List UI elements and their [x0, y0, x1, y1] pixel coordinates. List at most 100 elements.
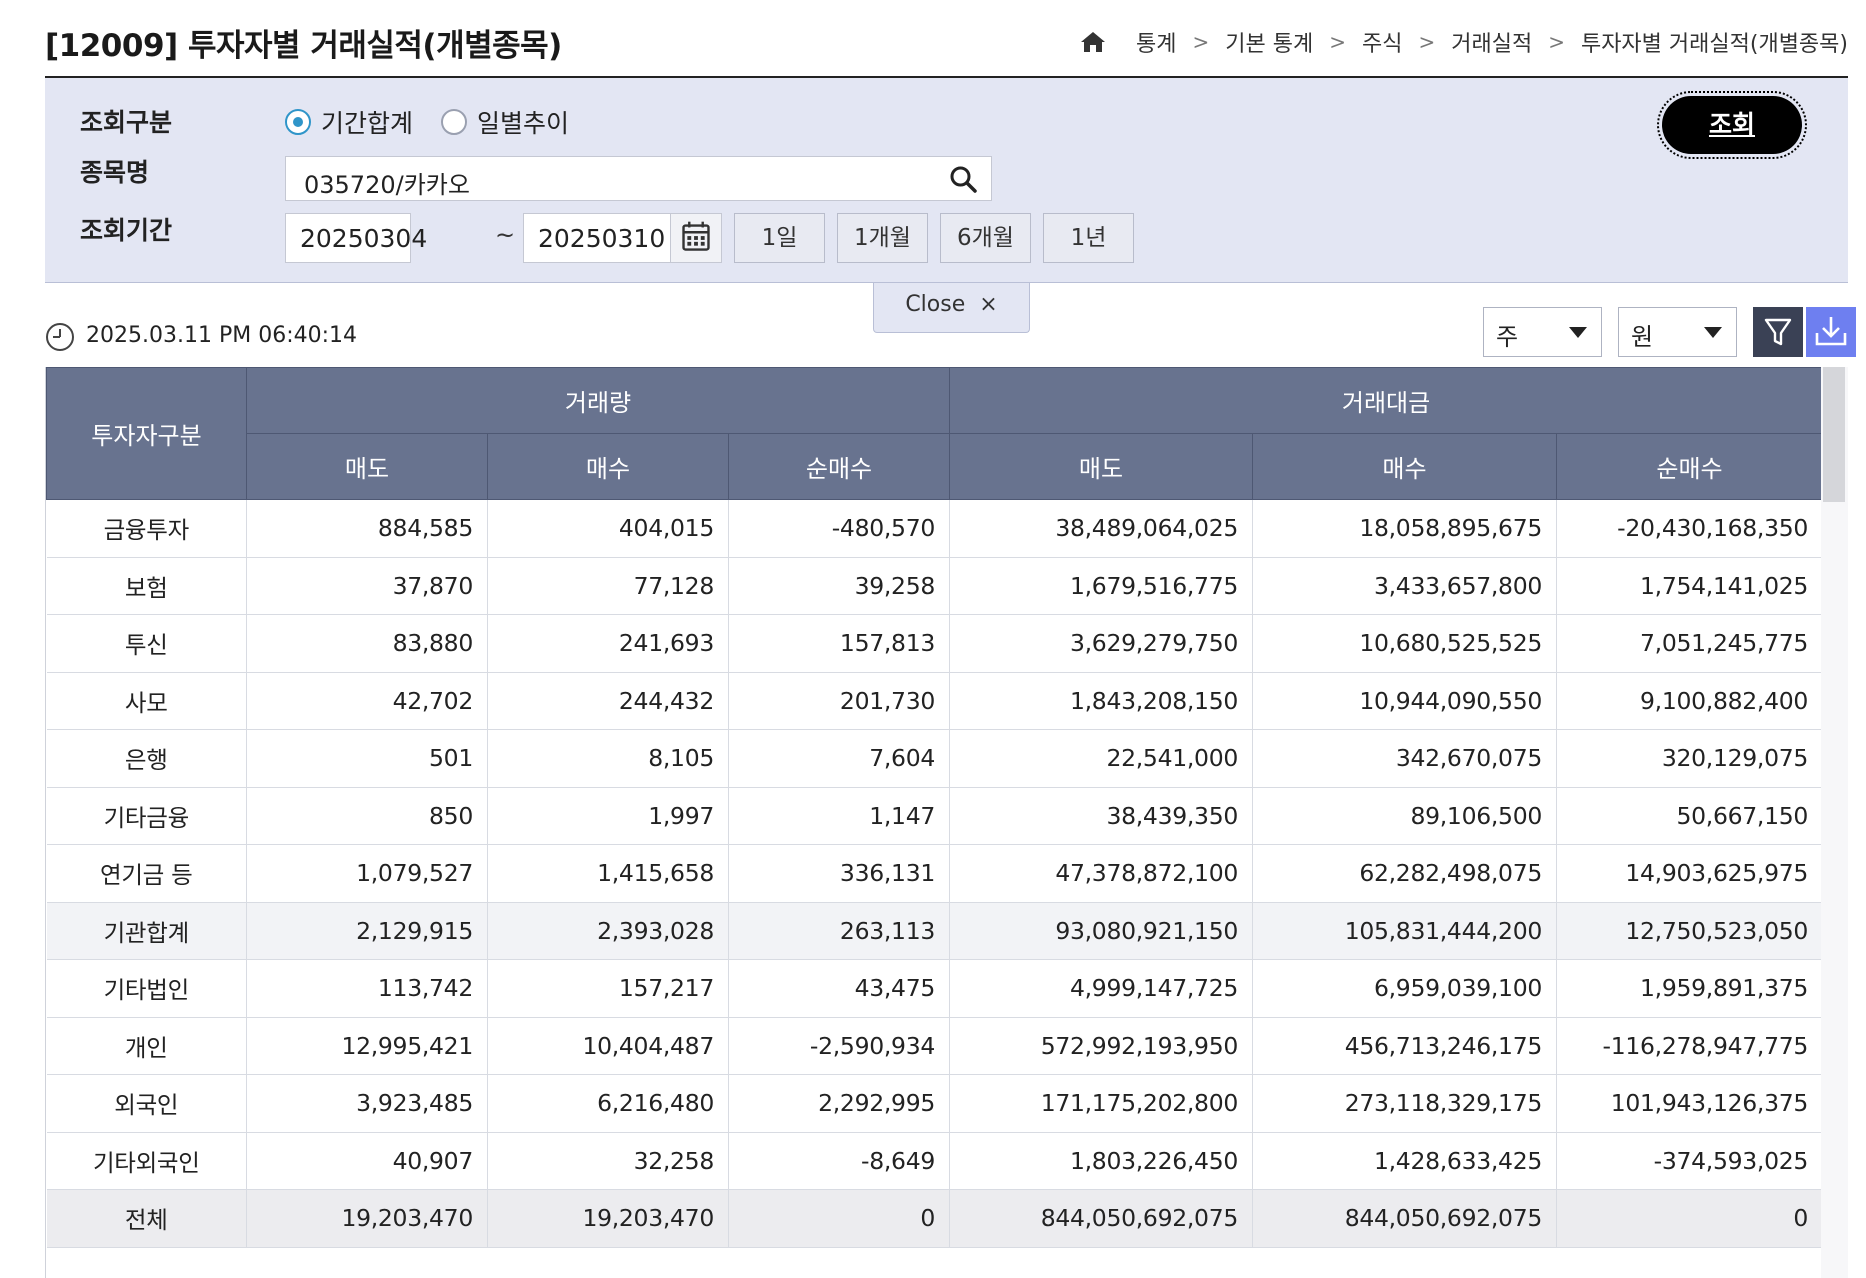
value-cell: 9,100,882,400	[1556, 672, 1824, 730]
header-group-value: 거래대금	[949, 367, 1824, 434]
value-cell: 7,051,245,775	[1556, 614, 1824, 673]
value-cell: 6,216,480	[487, 1074, 729, 1133]
value-cell: -116,278,947,775	[1556, 1017, 1824, 1075]
close-panel-label[interactable]: Close	[905, 292, 966, 317]
share-unit-select[interactable]: 주	[1483, 307, 1602, 357]
value-cell: 157,217	[487, 959, 729, 1018]
radio-daily-trend-label[interactable]: 일별추이	[477, 109, 570, 138]
value-cell: 8,105	[487, 729, 729, 788]
header-value-net[interactable]: 순매수	[1556, 433, 1824, 500]
table-row: 연기금 등 1,079,527 1,415,658 336,131 47,378,872…	[46, 844, 1824, 903]
caret-down-icon[interactable]	[1704, 327, 1722, 338]
value-cell: 244,432	[487, 672, 729, 730]
home-icon[interactable]	[1080, 31, 1106, 53]
value-cell: 2,393,028	[487, 902, 729, 960]
value-cell: 501	[246, 729, 488, 788]
value-cell: 19,203,470	[246, 1189, 488, 1248]
investor-type-cell: 기타금융	[46, 787, 247, 845]
search-panel: 조회구분 기간합계 일별추이 종목명 035720/카카오 조회기간 20250…	[45, 78, 1848, 283]
value-cell: 2,292,995	[728, 1074, 951, 1133]
search-icon[interactable]	[949, 165, 977, 193]
period-1day-button[interactable]: 1일	[734, 213, 825, 263]
end-date-input[interactable]: 20250310	[523, 213, 671, 263]
close-icon[interactable]: ×	[979, 292, 998, 317]
value-cell: 77,128	[487, 557, 729, 615]
radio-period-sum-label[interactable]: 기간합계	[321, 109, 414, 138]
value-cell: 47,378,872,100	[949, 844, 1254, 903]
close-panel-button[interactable]: Close ×	[873, 283, 1030, 333]
radio-daily-trend[interactable]: 일별추이	[441, 104, 569, 140]
header-value-buy[interactable]: 매수	[1252, 433, 1558, 500]
caret-down-icon[interactable]	[1569, 327, 1587, 338]
currency-unit-value[interactable]: 원	[1631, 323, 1654, 351]
value-cell: 263,113	[728, 902, 951, 960]
scrollbar-track[interactable]	[1821, 367, 1848, 1278]
value-cell: 37,870	[246, 557, 488, 615]
period-1year-button[interactable]: 1년	[1043, 213, 1134, 263]
header-volume-net[interactable]: 순매수	[727, 433, 951, 500]
stock-search-input[interactable]: 035720/카카오	[285, 156, 992, 201]
radio-period-sum[interactable]: 기간합계	[285, 104, 413, 140]
breadcrumb-item-stock[interactable]: 주식	[1361, 32, 1403, 57]
value-cell: -2,590,934	[728, 1017, 951, 1075]
investor-type-cell: 기타법인	[46, 959, 247, 1018]
period-6month-button[interactable]: 6개월	[940, 213, 1031, 263]
calendar-button[interactable]	[670, 213, 722, 263]
start-date-input[interactable]: 20250304	[285, 213, 427, 263]
value-cell: 10,404,487	[487, 1017, 729, 1075]
period-label: 조회기간	[80, 216, 173, 245]
table-row: 기타외국인 40,907 32,258 -8,649 1,803,226,450 1,42…	[46, 1132, 1824, 1190]
value-cell: 32,258	[487, 1132, 729, 1190]
period-1month-button[interactable]: 1개월	[837, 213, 928, 263]
table-row: 개인 12,995,421 10,404,487 -2,590,934 572,992,…	[46, 1017, 1824, 1075]
filter-button[interactable]	[1753, 307, 1803, 357]
value-cell: 19,203,470	[487, 1189, 729, 1248]
value-cell: 89,106,500	[1252, 787, 1558, 845]
header-value-sell[interactable]: 매도	[949, 433, 1254, 500]
table-row: 기타법인 113,742 157,217 43,475 4,999,147,725 6,9…	[46, 959, 1824, 1018]
value-cell: 456,713,246,175	[1252, 1017, 1558, 1075]
value-cell: 320,129,075	[1556, 729, 1824, 788]
breadcrumb-item-basic-stats[interactable]: 기본 통계	[1225, 32, 1314, 57]
value-cell: 14,903,625,975	[1556, 844, 1824, 903]
header-volume-sell[interactable]: 매도	[246, 433, 488, 500]
investor-type-cell: 투신	[46, 614, 247, 673]
value-cell: 0	[728, 1189, 951, 1248]
scrollbar-thumb[interactable]	[1823, 367, 1845, 502]
currency-unit-select[interactable]: 원	[1618, 307, 1737, 357]
date-range-tilde: ~	[495, 221, 516, 249]
value-cell: 3,433,657,800	[1252, 557, 1558, 615]
title-divider	[45, 76, 1848, 78]
value-cell: 1,079,527	[246, 844, 488, 903]
breadcrumb-item-trading[interactable]: 거래실적	[1451, 32, 1533, 57]
header-volume-buy[interactable]: 매수	[487, 433, 729, 500]
investor-type-cell: 사모	[46, 672, 247, 730]
investor-type-cell: 은행	[46, 729, 247, 788]
query-button[interactable]: 조회	[1657, 91, 1807, 159]
radio-checked-icon[interactable]	[285, 109, 311, 135]
filter-icon[interactable]	[1753, 307, 1803, 357]
chevron-right-icon: >	[1418, 30, 1436, 54]
radio-unchecked-icon[interactable]	[441, 109, 468, 135]
value-cell: 1,843,208,150	[949, 672, 1254, 730]
investor-type-cell: 연기금 등	[46, 844, 247, 903]
value-cell: 1,803,226,450	[949, 1132, 1254, 1190]
table-body: 금융투자 884,585 404,015 -480,570 38,489,064,025…	[46, 499, 1824, 1278]
share-unit-value[interactable]: 주	[1496, 323, 1519, 351]
chevron-right-icon: >	[1329, 30, 1346, 54]
clock-icon	[46, 323, 74, 351]
data-grid: 투자자구분 거래량 거래대금 매도 매수 순매수 매도 매수 순매수 금융투자 8…	[45, 367, 1849, 1278]
breadcrumb-item-stats[interactable]: 통계	[1135, 32, 1177, 57]
stock-label: 종목명	[80, 158, 150, 187]
empty-cell	[46, 1247, 1824, 1278]
download-icon[interactable]	[1806, 307, 1856, 357]
header-group-volume: 거래량	[245, 367, 951, 434]
stock-search-value[interactable]: 035720/카카오	[304, 171, 470, 199]
value-cell: 39,258	[728, 557, 951, 615]
breadcrumb-item-current[interactable]: 투자자별 거래실적(개별종목)	[1580, 32, 1848, 57]
download-button[interactable]	[1806, 307, 1856, 357]
calendar-icon[interactable]	[671, 214, 721, 262]
query-type-label: 조회구분	[80, 108, 173, 137]
value-cell: 43,475	[728, 959, 951, 1018]
value-cell: -374,593,025	[1556, 1132, 1824, 1190]
